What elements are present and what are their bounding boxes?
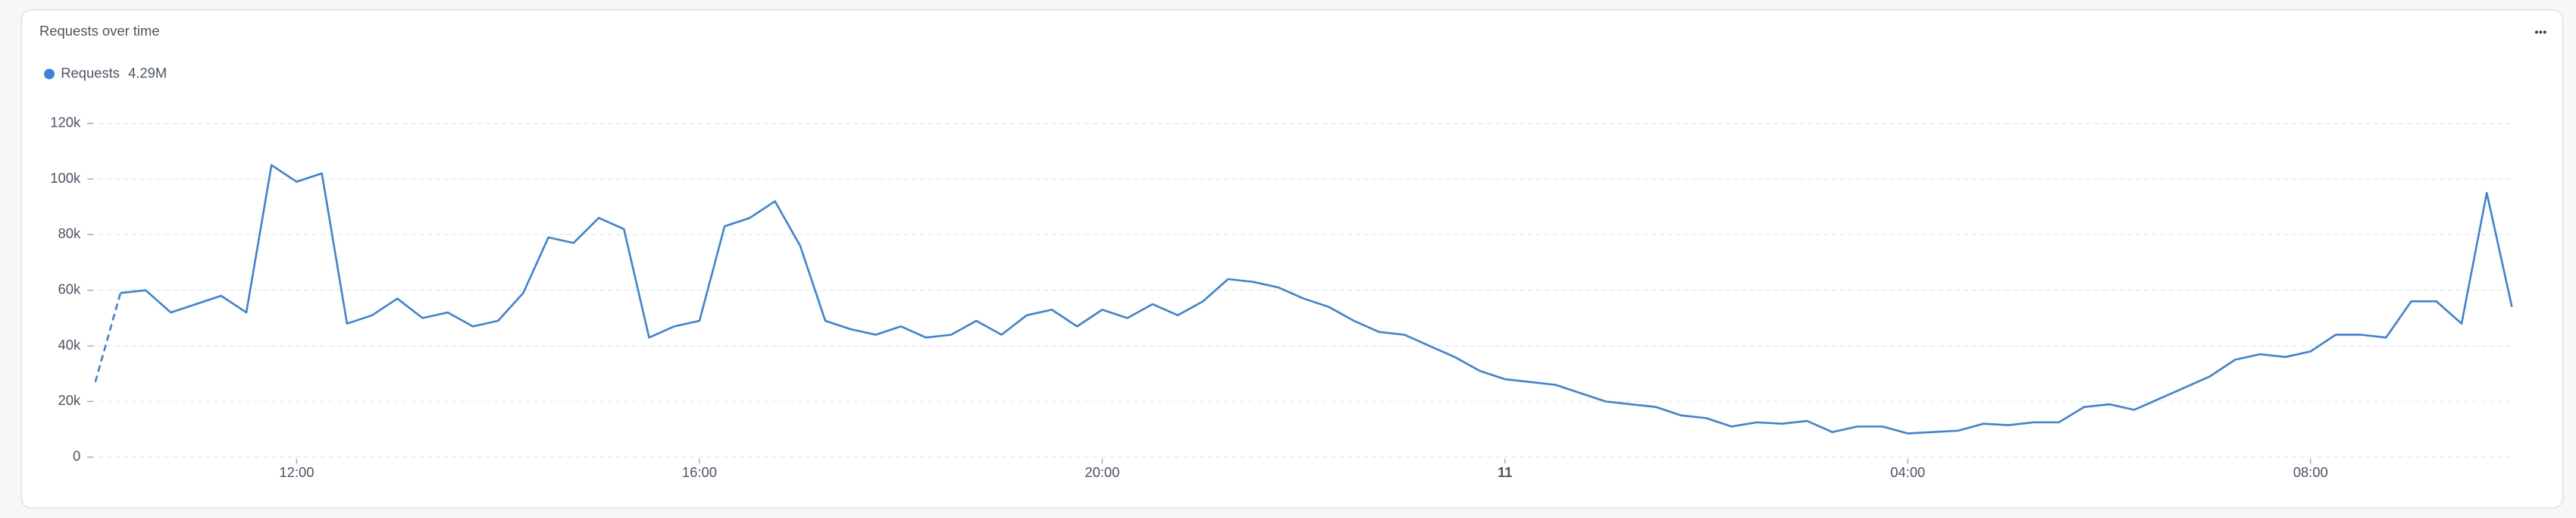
legend-swatch — [44, 68, 55, 80]
x-tick-label: 04:00 — [1890, 464, 1925, 480]
y-tick-label: 80k — [58, 225, 81, 241]
legend-value: 4.29M — [128, 64, 167, 80]
line-dashed — [94, 293, 122, 383]
x-tick-label: 12:00 — [279, 464, 314, 480]
grid: 0 20k 40k 60k 80k 100k 120k 12:00 16:00 20:00 11 04… — [50, 115, 2512, 480]
y-tick-label: 20k — [58, 392, 81, 408]
y-tick-label: 100k — [50, 170, 81, 186]
y-tick-label: 120k — [50, 115, 81, 130]
y-tick-label: 40k — [58, 337, 81, 353]
legend: Requests 4.29M — [44, 64, 167, 80]
chart-title: Requests over time — [39, 23, 160, 39]
x-tick-label: 08:00 — [2293, 464, 2328, 480]
x-tick-label: 11 — [1498, 464, 1512, 480]
x-tick-label: 20:00 — [1085, 464, 1119, 480]
x-tick-label: 16:00 — [682, 464, 717, 480]
menu-button[interactable] — [2535, 30, 2546, 34]
line — [120, 164, 2513, 435]
plot — [94, 164, 2513, 435]
y-tick-label: 60k — [58, 281, 81, 297]
legend-label: Requests — [61, 64, 120, 80]
y-tick-label: 0 — [73, 448, 80, 464]
card — [20, 9, 2564, 509]
